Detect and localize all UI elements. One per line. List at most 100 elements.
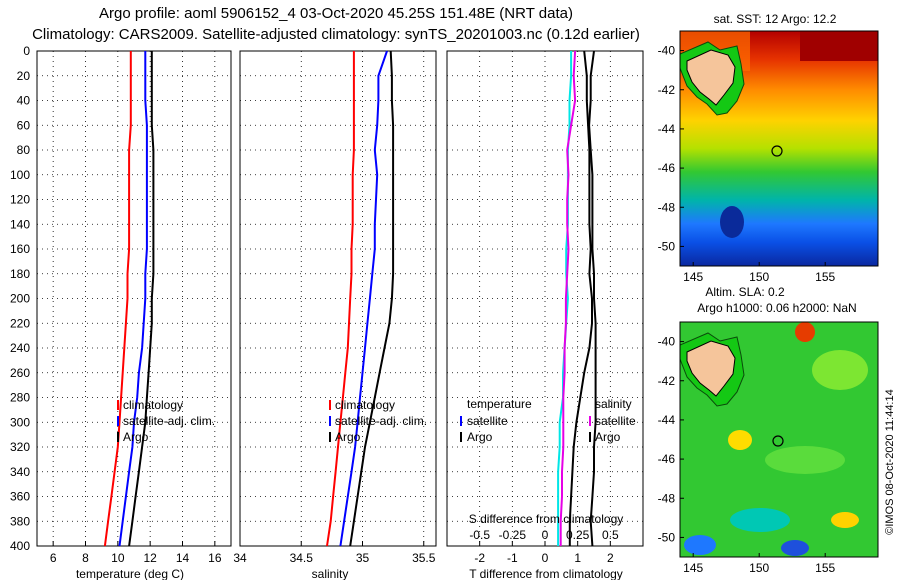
depth-tick-label: 360 bbox=[10, 490, 30, 504]
depth-tick-label: 320 bbox=[10, 440, 30, 454]
sla-green-band bbox=[765, 446, 845, 474]
difference-legend: temperature satellite Argo salinity sate… bbox=[460, 397, 636, 444]
sla-low-patch-2 bbox=[781, 540, 809, 556]
map-lat-label: -50 bbox=[658, 530, 676, 544]
depth-tick-label: 20 bbox=[17, 69, 31, 83]
depth-tick-label: 160 bbox=[10, 242, 30, 256]
depth-tick-label: 340 bbox=[10, 465, 30, 479]
map-lon-label: 145 bbox=[683, 561, 703, 575]
sla-map-frame bbox=[679, 321, 879, 558]
map-lat-label: -48 bbox=[658, 491, 676, 505]
x-tick-label: -2 bbox=[474, 551, 485, 565]
x-tick-label: 1 bbox=[574, 551, 581, 565]
sla-yellow-patch-2 bbox=[831, 512, 859, 528]
depth-tick-label: 280 bbox=[10, 391, 30, 405]
depth-tick-label: 100 bbox=[10, 168, 30, 182]
x-tick-label: 14 bbox=[176, 551, 190, 565]
s-difference-axis-label: S difference from climatology bbox=[469, 512, 624, 526]
difference-panel: -2 -1 0 1 2 bbox=[446, 50, 644, 565]
map-lat-label: -48 bbox=[658, 200, 676, 214]
s-difference-tick-labels: -0.5 -0.25 0 0.25 0.5 bbox=[469, 528, 619, 542]
temperature-legend: climatology satellite-adj. clim. Argo bbox=[117, 398, 215, 444]
x-tick-label: 12 bbox=[143, 551, 157, 565]
legend-argo-label: Argo bbox=[123, 430, 149, 444]
t-difference-axis-label: T difference from climatology bbox=[469, 567, 623, 580]
legend-argo-label: Argo bbox=[335, 430, 361, 444]
x-tick-label: 16 bbox=[208, 551, 222, 565]
legend-satellite-adj-label: satellite-adj. clim. bbox=[335, 414, 427, 428]
series-line-salinity-satellite bbox=[559, 50, 577, 546]
depth-tick-label: 60 bbox=[17, 118, 31, 132]
depth-axis: 0 20 40 60 80 100 120 140 160 180 200 220 240 260 280 3… bbox=[10, 44, 30, 553]
map-lat-label: -42 bbox=[658, 83, 676, 97]
map-lat-label: -40 bbox=[658, 44, 676, 58]
series-line-argo bbox=[128, 51, 155, 547]
x-tick-label: 35 bbox=[356, 551, 370, 565]
series-line-argo bbox=[349, 50, 395, 547]
legend-s-satellite-label: satellite bbox=[595, 414, 636, 428]
map-lon-label: 150 bbox=[749, 270, 769, 284]
sla-map-subtitle: Argo h1000: 0.06 h2000: NaN bbox=[697, 301, 856, 315]
x-tick-label: 34.5 bbox=[290, 551, 314, 565]
salinity-legend: climatology satellite-adj. clim. Argo bbox=[329, 398, 427, 444]
depth-tick-label: 300 bbox=[10, 415, 30, 429]
map-lon-label: 145 bbox=[683, 270, 703, 284]
map-lat-label: -46 bbox=[658, 452, 676, 466]
depth-tick-label: 200 bbox=[10, 292, 30, 306]
depth-tick-label: 120 bbox=[10, 193, 30, 207]
map-lon-label: 155 bbox=[815, 270, 835, 284]
temperature-panel-frame bbox=[36, 50, 232, 547]
legend-salinity-heading: salinity bbox=[595, 397, 632, 411]
x-tick-label: 2 bbox=[607, 551, 614, 565]
sla-negative-anomaly bbox=[730, 508, 790, 532]
sla-yellow-patch bbox=[728, 430, 752, 450]
map-lon-label: 155 bbox=[815, 561, 835, 575]
x-tick-label: -1 bbox=[507, 551, 518, 565]
series-line-satellite-adj-clim- bbox=[339, 50, 388, 547]
map-lat-label: -42 bbox=[658, 374, 676, 388]
depth-tick-label: 140 bbox=[10, 217, 30, 231]
s-difference-tick-label: -0.25 bbox=[499, 528, 527, 542]
map-lat-label: -50 bbox=[658, 239, 676, 253]
series-line-climatology bbox=[103, 51, 132, 547]
depth-tick-label: 220 bbox=[10, 316, 30, 330]
x-tick-label: 10 bbox=[111, 551, 125, 565]
depth-tick-label: 0 bbox=[23, 44, 30, 58]
series-line-salinity-argo bbox=[568, 50, 593, 546]
s-difference-tick-label: 0.25 bbox=[566, 528, 590, 542]
temperature-axis-label: temperature (deg C) bbox=[76, 567, 184, 580]
salinity-axis-label: salinity bbox=[312, 567, 349, 580]
series-line-temperature-argo bbox=[588, 50, 597, 547]
depth-tick-label: 260 bbox=[10, 366, 30, 380]
s-difference-tick-label: 0 bbox=[542, 528, 549, 542]
legend-climatology-label: climatology bbox=[335, 398, 395, 412]
legend-temperature-heading: temperature bbox=[467, 397, 532, 411]
map-lat-label: -44 bbox=[658, 413, 676, 427]
argo-position-marker bbox=[772, 435, 784, 447]
depth-tick-label: 40 bbox=[17, 94, 31, 108]
series-line-climatology bbox=[326, 51, 355, 547]
series-line-satellite-adj-clim- bbox=[118, 51, 148, 547]
x-tick-label: 6 bbox=[50, 551, 57, 565]
salinity-panel: 34 34.5 35 35.5 bbox=[233, 50, 437, 565]
plot-title-line1: Argo profile: aoml 5906152_4 03-Oct-2020… bbox=[99, 5, 573, 22]
timestamp: ©IMOS 08-Oct-2020 11:44:14 bbox=[884, 389, 896, 534]
x-tick-label: 8 bbox=[82, 551, 89, 565]
depth-tick-label: 380 bbox=[10, 514, 30, 528]
sst-cold-eddy bbox=[720, 206, 744, 238]
map-lat-label: -46 bbox=[658, 161, 676, 175]
sla-high-patch bbox=[795, 322, 815, 342]
sst-hot-patch bbox=[800, 31, 878, 61]
sst-map-title: sat. SST: 12 Argo: 12.2 bbox=[714, 12, 837, 26]
depth-tick-label: 240 bbox=[10, 341, 30, 355]
legend-satellite-adj-label: satellite-adj. clim. bbox=[123, 414, 215, 428]
sla-low-patch bbox=[684, 535, 716, 555]
depth-tick-label: 400 bbox=[10, 539, 30, 553]
sst-map-frame bbox=[679, 30, 879, 267]
tasmania-land bbox=[686, 49, 736, 106]
legend-climatology-label: climatology bbox=[123, 398, 183, 412]
sst-map: 145 150 155 -40 -42 -44 -46 -48 -50 bbox=[658, 30, 879, 284]
plot-title-line2: Climatology: CARS2009. Satellite-adjuste… bbox=[32, 26, 640, 43]
sla-map: 145 150 155 -40 -42 -44 -46 -48 -50 bbox=[658, 321, 879, 575]
